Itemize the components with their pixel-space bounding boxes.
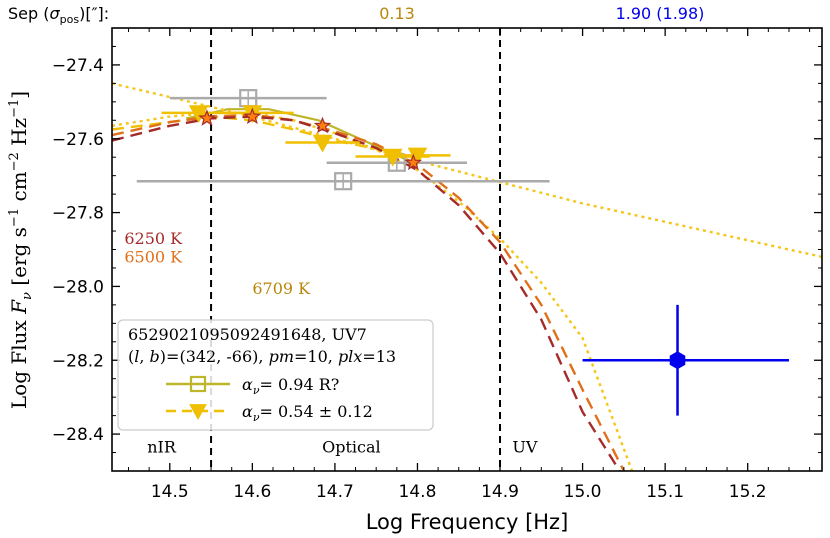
sep-value-uv: 1.90 (1.98) (616, 4, 705, 23)
y-tick-label: −27.4 (52, 56, 104, 76)
band-label: nIR (147, 438, 177, 457)
star-marker (404, 153, 423, 171)
legend-box (117, 319, 434, 431)
x-tick-label: 15.0 (564, 482, 602, 502)
x-tick-label: 14.8 (399, 482, 437, 502)
legend: 6529021095092491648, UV7 (l, b)=(342, -66… (117, 319, 434, 431)
band-label: Optical (322, 438, 381, 457)
y-tick-label: −28.0 (52, 277, 104, 297)
band-label: UV (512, 438, 537, 457)
temperature-label: 6250 K (124, 229, 183, 248)
triangle-marker (189, 404, 207, 421)
sep-header-label: Sep (σpos)[″]: (8, 4, 109, 26)
x-axis-label: Log Frequency [Hz] (366, 510, 569, 534)
star-marker (243, 107, 262, 125)
sep-value-optical: 0.13 (379, 4, 415, 23)
triangle-marker (382, 148, 403, 167)
y-tick-label: −27.6 (52, 130, 104, 150)
legend-source-id: 6529021095092491648, UV7 (128, 325, 367, 344)
x-tick-label: 15.1 (646, 482, 684, 502)
y-axis-label: Log Flux Fν [erg s−1 cm−2 Hz−1] (7, 91, 35, 409)
x-tick-label: 14.9 (481, 482, 519, 502)
x-tick-label: 14.5 (151, 482, 189, 502)
legend-entry-label: αν= 0.54 ± 0.12 (242, 402, 373, 424)
curve-line (112, 82, 822, 259)
y-tick-label: −27.8 (52, 204, 104, 224)
curve-line (112, 115, 418, 161)
legend-source-params: (l, b)=(342, -66), pm=10, plx=13 (128, 347, 396, 366)
triangle-marker (188, 105, 209, 123)
square-marker (334, 172, 353, 191)
y-tick-label: −28.4 (52, 425, 104, 445)
star-marker (313, 116, 332, 134)
x-tick-label: 14.7 (316, 482, 354, 502)
svg-text:Log Flux Fν [erg s−1 cm−2 Hz−1: Log Flux Fν [erg s−1 cm−2 Hz−1] (7, 91, 35, 409)
curve-line (186, 108, 418, 166)
square-marker (189, 375, 207, 393)
hexagon-marker (669, 351, 686, 370)
x-tick-label: 15.2 (729, 482, 767, 502)
y-tick-label: −28.2 (52, 351, 104, 371)
triangle-marker (312, 134, 333, 153)
x-tick-label: 14.6 (233, 482, 271, 502)
temperature-label: 6709 K (252, 279, 311, 298)
star-marker (198, 109, 216, 126)
legend-entry-label: αν= 0.94 R? (242, 375, 339, 397)
temperature-label: 6500 K (124, 247, 183, 266)
